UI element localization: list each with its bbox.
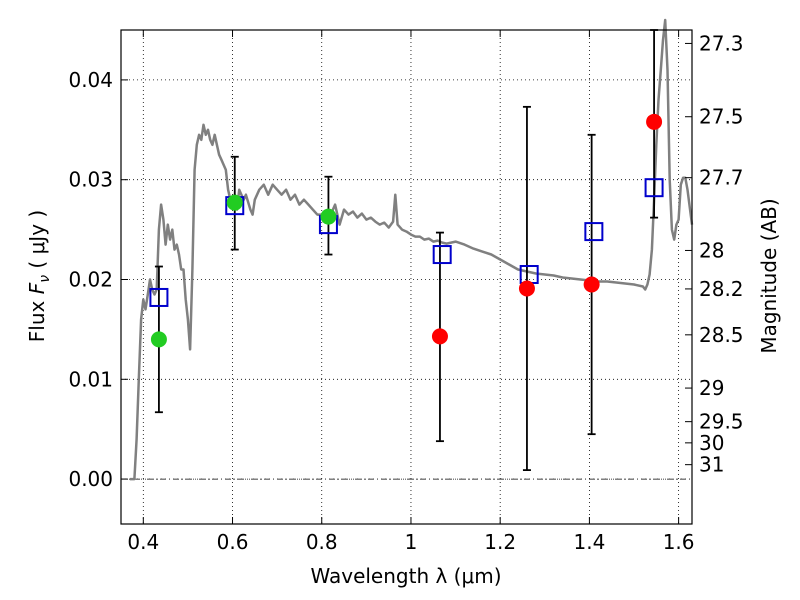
x-tick-label: 0.6: [217, 530, 249, 554]
x-axis-ticks: 0.4 0.6 0.8 1 1.2 1.4 1.6: [127, 30, 695, 554]
y-tick-label: 0.00: [68, 467, 113, 491]
observed-detected-point: [226, 194, 243, 211]
grid-lines: [121, 30, 692, 524]
magnitude-tick-label: 29.5: [699, 410, 744, 434]
x-tick-label: 0.4: [127, 530, 159, 554]
y-axis-label-subscript: ν: [37, 275, 53, 283]
y-tick-label: 0.04: [68, 68, 113, 92]
x-tick-label: 1: [405, 530, 418, 554]
y-tick-label: 0.03: [68, 168, 113, 192]
observed-detected-point: [320, 208, 337, 225]
observed-nondetected-point: [518, 280, 535, 297]
y-axis-label-prefix: Flux: [25, 294, 49, 342]
observed-flux-markers: [150, 113, 663, 348]
plot-frame: [120, 29, 693, 525]
y-axis-label-symbol: F: [25, 282, 49, 294]
x-tick-label: 0.8: [306, 530, 338, 554]
magnitude-tick-label: 27.5: [699, 105, 744, 129]
y-axis-ticks: 0.00 0.01 0.02 0.03 0.04: [68, 68, 128, 491]
magnitude-axis-label: Magnitude (AB): [757, 198, 781, 353]
x-tick-label: 1.4: [573, 530, 605, 554]
model-photometry-square: [584, 222, 604, 242]
plot-border: [120, 29, 693, 525]
magnitude-tick-label: 27.3: [699, 31, 744, 55]
model-photometry-square: [644, 178, 664, 198]
magnitude-tick-label: 28.5: [699, 323, 744, 347]
observed-nondetected-point: [583, 276, 600, 293]
magnitude-tick-label: 28.2: [699, 277, 744, 301]
observed-nondetected-point: [646, 113, 663, 130]
y-tick-label: 0.01: [68, 367, 113, 391]
model-photometry-square: [149, 287, 169, 307]
x-tick-label: 1.6: [663, 530, 695, 554]
x-tick-label: 1.2: [484, 530, 516, 554]
y-tick-label: 0.02: [68, 267, 113, 291]
magnitude-tick-label: 27.7: [699, 166, 744, 190]
magnitude-tick-label: 30: [699, 431, 724, 455]
y-axis-label: Flux Fν ( μJy ): [25, 210, 53, 342]
observed-detected-point: [150, 331, 167, 348]
y-axis-label-suffix: ( μJy ): [25, 210, 49, 275]
error-bars: [154, 29, 659, 472]
model-photometry-square: [432, 245, 452, 265]
magnitude-tick-label: 29: [699, 376, 724, 400]
observed-nondetected-point: [431, 328, 448, 345]
magnitude-tick-label: 28: [699, 238, 724, 262]
magnitude-tick-label: 31: [699, 453, 724, 477]
x-axis-label: Wavelength λ (μm): [310, 564, 501, 588]
